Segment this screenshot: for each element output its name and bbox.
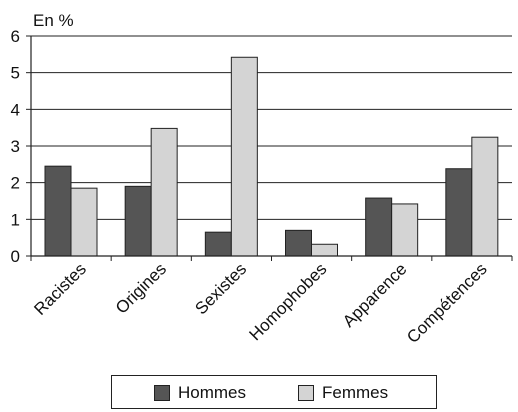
x-tick-label-racistes: Racistes [30,259,90,319]
legend-swatch-hommes [154,385,170,401]
bar-femmes-sexistes [230,56,258,257]
y-tick-label-0: 0 [11,247,20,266]
bar-hommes-compétences [445,168,473,257]
y-tick-label-5: 5 [11,64,20,83]
bar-femmes-racistes [70,187,98,257]
bar-femmes-apparence [391,203,419,257]
y-tick-label-4: 4 [11,100,20,119]
bar-hommes-racistes [44,165,72,257]
bar-femmes-compétences [471,136,499,257]
y-axis-title: En % [33,11,74,30]
bar-femmes-homophobes [311,243,338,257]
legend-item-hommes: Hommes [154,384,246,402]
bar-hommes-origines [124,185,152,257]
legend-label-femmes: Femmes [322,383,389,402]
y-tick-label-1: 1 [11,210,20,229]
y-tick-labels: 0 1 2 3 4 5 6 [11,27,20,266]
y-tick-label-3: 3 [11,137,20,156]
x-tick-label-sexistes: Sexistes [191,259,250,318]
legend-swatch-femmes [298,385,314,401]
axes [26,35,513,261]
bar-hommes-sexistes [204,231,232,257]
x-tick-label-compétences: Compétences [403,259,491,347]
bar-hommes-homophobes [285,229,312,257]
legend: Hommes Femmes [111,375,437,409]
x-tick-label-homophobes: Homophobes [245,259,330,344]
gridlines [31,35,512,220]
legend-item-femmes: Femmes [298,384,388,402]
x-tick-label-apparence: Apparence [339,259,411,331]
y-tick-label-2: 2 [11,174,20,193]
bar-hommes-apparence [365,197,393,257]
y-tick-label-6: 6 [11,27,20,46]
bars [44,56,499,257]
x-tick-label-origines: Origines [112,259,170,317]
legend-label-hommes: Hommes [178,383,247,402]
bar-femmes-origines [150,127,178,257]
